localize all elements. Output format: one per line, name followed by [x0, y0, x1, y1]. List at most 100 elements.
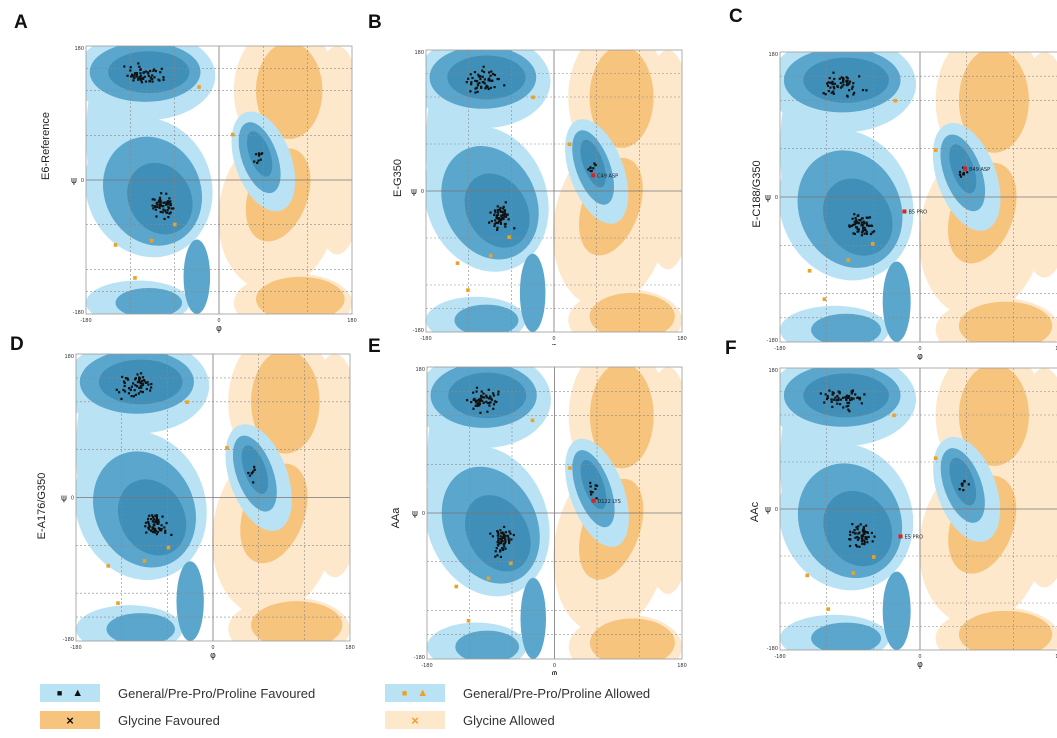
residue-point	[503, 210, 506, 213]
residue-point	[495, 217, 499, 220]
residue-point	[859, 219, 862, 222]
residue-point	[856, 396, 860, 399]
residue-point	[860, 539, 864, 543]
residue-point	[865, 232, 869, 235]
residue-point	[169, 211, 172, 214]
residue-point	[135, 385, 139, 388]
glycine-favoured-region	[589, 292, 675, 332]
residue-point	[858, 219, 861, 222]
residue-point	[850, 87, 854, 90]
residue-point	[847, 394, 851, 398]
legend-label: Glycine Allowed	[463, 712, 555, 728]
residue-point	[499, 537, 503, 541]
residue-point	[478, 81, 481, 85]
residue-point	[493, 224, 496, 228]
residue-point	[852, 93, 855, 96]
outlier-point	[898, 534, 903, 539]
residue-point	[858, 398, 861, 401]
residue-point	[157, 200, 160, 203]
residue-point	[137, 62, 140, 65]
outlier-point	[963, 166, 968, 171]
general-favoured-region	[882, 261, 911, 342]
residue-point	[154, 514, 157, 517]
residue-point	[961, 484, 964, 487]
residue-point	[848, 80, 852, 83]
residue-point	[160, 529, 163, 532]
residue-point	[483, 396, 486, 399]
residue-point	[138, 376, 141, 379]
x-tick-label: 180	[345, 645, 355, 651]
residue-point	[153, 68, 156, 71]
residue-point	[466, 399, 469, 402]
residue-point	[962, 488, 965, 492]
residue-point	[136, 373, 139, 376]
square-point-icon: ■	[56, 688, 63, 698]
residue-point	[150, 382, 153, 386]
residue-point	[163, 526, 166, 529]
residue-point	[488, 221, 491, 224]
residue-point	[487, 397, 491, 400]
residue-point	[855, 219, 858, 222]
residue-point	[495, 547, 498, 550]
residue-point	[826, 84, 830, 87]
residue-point	[848, 225, 851, 228]
residue-point	[483, 78, 486, 81]
residue-point	[130, 385, 133, 388]
residue-point	[824, 393, 827, 396]
x-axis-label: φ	[210, 651, 216, 661]
residue-point	[481, 396, 484, 399]
residue-point	[149, 389, 152, 392]
x-tick-label: 0	[918, 346, 921, 352]
residue-point	[847, 396, 850, 399]
residue-point	[845, 79, 848, 83]
residue-point	[139, 72, 142, 75]
residue-point	[478, 404, 481, 407]
panel-letter: C	[729, 6, 743, 27]
residue-point	[868, 216, 872, 219]
allowed-point	[933, 148, 938, 152]
residue-point	[134, 377, 137, 380]
glycine-favoured-region	[251, 601, 343, 641]
residue-point	[167, 207, 171, 210]
residue-point	[861, 537, 864, 540]
residue-point	[470, 83, 473, 86]
residue-point	[850, 390, 853, 393]
x-tick-label: 180	[1055, 654, 1057, 660]
residue-point	[168, 212, 171, 215]
residue-point	[508, 540, 511, 543]
residue-point	[489, 211, 492, 214]
residue-point	[858, 75, 861, 78]
residue-point	[144, 80, 148, 83]
residue-point	[865, 222, 869, 226]
residue-point	[477, 73, 480, 76]
allowed-point	[530, 418, 535, 423]
residue-point	[850, 397, 853, 400]
residue-point	[504, 540, 507, 543]
residue-point	[967, 483, 970, 486]
residue-point	[497, 537, 500, 540]
x-tick-label: 180	[1055, 346, 1057, 352]
residue-point	[477, 401, 480, 405]
residue-point	[472, 391, 475, 394]
residue-point	[831, 405, 834, 409]
residue-point	[865, 216, 868, 219]
legend-swatch-general-allowed: ■ ▲	[385, 684, 445, 702]
x-tick-label: 0	[217, 318, 220, 324]
x-tick-label: -180	[70, 645, 81, 651]
residue-point	[162, 208, 165, 211]
residue-point	[490, 70, 493, 73]
residue-point	[486, 410, 489, 413]
residue-point	[157, 522, 160, 525]
residue-point	[863, 541, 866, 544]
residue-point	[157, 521, 160, 524]
residue-point	[481, 69, 484, 72]
residue-point	[154, 519, 157, 522]
residue-point	[507, 539, 510, 542]
residue-point	[854, 222, 858, 225]
residue-point	[507, 218, 510, 221]
residue-point	[141, 383, 145, 386]
residue-point	[502, 543, 505, 546]
psi-axis-label: ψ	[411, 187, 417, 197]
residue-point	[160, 524, 163, 527]
